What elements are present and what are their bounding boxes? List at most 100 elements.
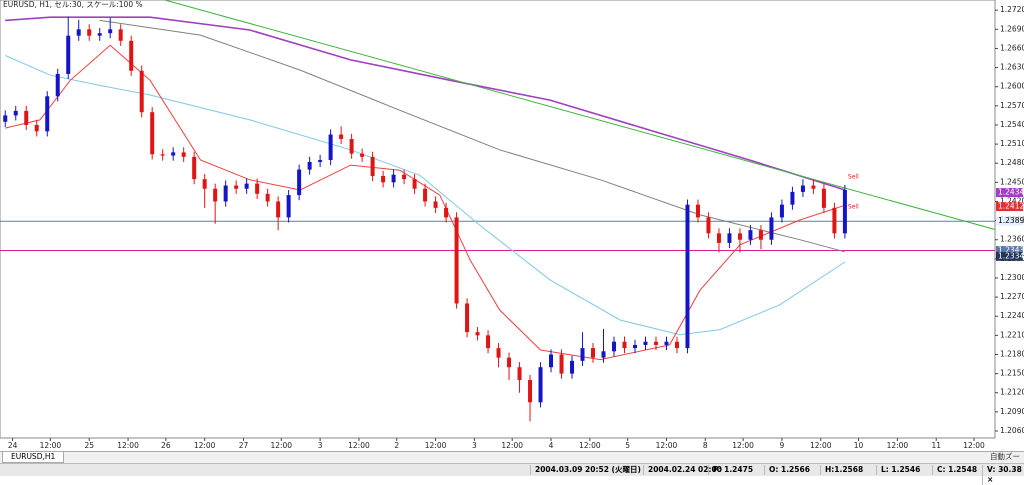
- x-tick-label: 12:00: [40, 441, 62, 450]
- price-marker: 1.2389: [996, 216, 1024, 226]
- status-field: H:1.2568: [820, 465, 863, 475]
- candle-body: [244, 183, 249, 189]
- candle-body: [790, 191, 795, 205]
- candle-body: [433, 201, 438, 208]
- x-tick-label: 24: [8, 441, 18, 450]
- status-field: 2004.03.09 20:52 (火曜日): [530, 465, 641, 475]
- candle-body: [108, 29, 113, 34]
- candle-body: [97, 33, 102, 36]
- price-marker-label: 1.2343: [998, 246, 1024, 255]
- tab-row: EURUSD,H1 自動ズー: [0, 451, 1024, 463]
- candle-body: [171, 152, 176, 156]
- indicator-line: [99, 19, 846, 253]
- y-tick-label: 1.2270: [1000, 292, 1024, 301]
- x-tick-label: 12:00: [425, 441, 447, 450]
- x-tick-label: 4: [549, 441, 554, 450]
- candle-body: [643, 341, 648, 345]
- price-marker-label: 1.2434: [998, 188, 1024, 197]
- candle-body: [664, 341, 669, 345]
- candle-body: [423, 188, 428, 202]
- x-tick-label: 12:00: [887, 441, 909, 450]
- candle-body: [265, 193, 270, 202]
- y-tick-label: 1.2180: [1000, 349, 1024, 358]
- status-field: O: 1.2566: [764, 465, 810, 475]
- y-tick-label: 1.2300: [1000, 273, 1024, 282]
- candle-body: [559, 354, 564, 374]
- candle-body: [13, 110, 18, 116]
- y-tick-label: 1.2660: [1000, 43, 1024, 52]
- tab[interactable]: EURUSD,H1: [2, 452, 65, 463]
- indicator-line: [5, 44, 846, 361]
- y-tick-label: 1.2360: [1000, 235, 1024, 244]
- y-tick-label: 1.2060: [1000, 426, 1024, 435]
- x-tick-label: 9: [780, 441, 785, 450]
- candle-body: [328, 134, 333, 161]
- price-marker: 1.2343: [996, 246, 1024, 256]
- candle-body: [286, 195, 291, 218]
- price-marker-box: [996, 202, 1023, 212]
- candle-body: [276, 201, 281, 218]
- candle-body: [412, 179, 417, 189]
- candle-body: [465, 303, 470, 333]
- candle-body: [622, 341, 627, 349]
- candle-body: [496, 348, 501, 358]
- x-tick-label: 12:00: [732, 441, 754, 450]
- candle-body: [758, 230, 763, 240]
- candle-body: [528, 379, 533, 403]
- candle-body: [160, 154, 165, 156]
- candle-body: [234, 185, 239, 189]
- status-field: V: 30.38 ×: [982, 465, 1024, 485]
- candle-body: [695, 204, 700, 218]
- candle-body: [507, 357, 512, 368]
- price-marker: 1.2434: [996, 188, 1024, 198]
- candle-body: [591, 348, 596, 358]
- candle-body: [612, 341, 617, 352]
- candle-body: [769, 217, 774, 240]
- candle-body: [370, 156, 375, 176]
- candle-body: [632, 344, 637, 349]
- zoom-button[interactable]: 自動ズー: [990, 452, 1020, 461]
- y-tick-label: 1.2630: [1000, 63, 1024, 72]
- candle-body: [24, 110, 29, 125]
- x-tick-label: 11: [931, 441, 941, 450]
- candle-body: [381, 175, 386, 183]
- candle-body: [349, 138, 354, 154]
- x-tick-label: 12:00: [501, 441, 523, 450]
- candle-body: [685, 204, 690, 349]
- y-tick-label: 1.2570: [1000, 101, 1024, 110]
- indicator-line: [5, 55, 846, 336]
- candle-body: [213, 188, 218, 202]
- status-field: L: 1.2546: [876, 465, 920, 475]
- candle-body: [76, 29, 81, 36]
- x-tick-label: 12:00: [117, 441, 139, 450]
- price-marker-box: [996, 216, 1023, 226]
- price-marker-box: [996, 251, 1023, 261]
- candle-body: [716, 233, 721, 243]
- x-tick-label: 25: [84, 441, 94, 450]
- price-marker-box: [996, 188, 1023, 198]
- candle-body: [339, 134, 344, 139]
- x-tick-label: 3: [472, 441, 477, 450]
- annotation: Sell: [848, 173, 859, 180]
- plot-frame: [0, 0, 996, 439]
- candle-body: [318, 160, 323, 162]
- annotation: Sell: [848, 203, 859, 210]
- price-marker: 1.2412: [996, 202, 1024, 212]
- candle-body: [34, 124, 39, 132]
- y-tick-label: 1.2540: [1000, 120, 1024, 129]
- candle-body: [55, 73, 60, 97]
- candle-body: [517, 367, 522, 380]
- candle-body: [842, 189, 847, 234]
- price-marker-box: [996, 246, 1023, 256]
- candle-body: [674, 341, 679, 349]
- candle-body: [391, 174, 396, 183]
- x-tick-label: 10: [854, 441, 864, 450]
- candle-body: [580, 348, 585, 361]
- candle-body: [706, 217, 711, 234]
- status-field: 2004.02.24 02:00: [643, 465, 722, 475]
- candle-body: [202, 179, 207, 189]
- candle-body: [811, 185, 816, 189]
- x-tick-label: 8: [703, 441, 708, 450]
- candle-body: [821, 188, 826, 208]
